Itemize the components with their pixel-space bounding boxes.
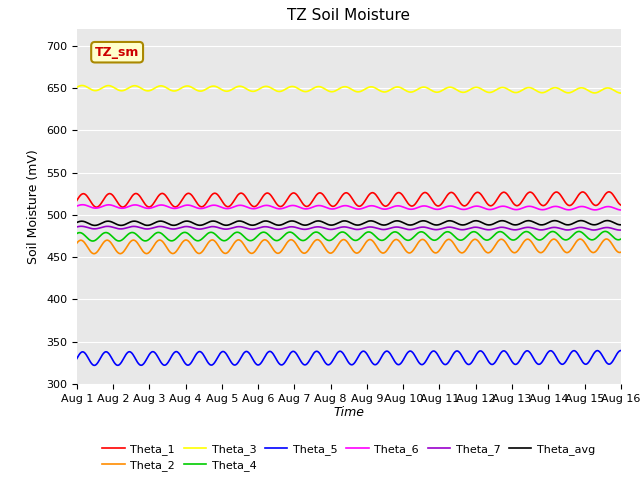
Theta_1 xyxy=(605,189,612,195)
Theta_6 xyxy=(508,206,515,212)
Theta_4 xyxy=(89,238,97,244)
Theta_3 xyxy=(617,90,625,96)
Theta_1 xyxy=(447,190,455,195)
Theta_5 xyxy=(617,348,625,353)
Title: TZ Soil Moisture: TZ Soil Moisture xyxy=(287,9,410,24)
Legend: Theta_1, Theta_2, Theta_3, Theta_4, Theta_5, Theta_6, Theta_7, Theta_avg: Theta_1, Theta_2, Theta_3, Theta_4, Thet… xyxy=(98,439,600,476)
Theta_6 xyxy=(79,202,86,208)
Theta_7 xyxy=(447,224,455,230)
Theta_3 xyxy=(447,84,455,90)
Theta_7 xyxy=(313,224,321,230)
Theta_4 xyxy=(601,228,609,234)
Theta_6 xyxy=(447,203,455,209)
Theta_7 xyxy=(498,224,506,230)
Theta_3 xyxy=(498,84,506,90)
Theta_2 xyxy=(90,251,98,257)
Line: Theta_1: Theta_1 xyxy=(77,192,621,207)
Theta_4 xyxy=(313,229,321,235)
Theta_7 xyxy=(294,225,301,231)
Theta_4 xyxy=(508,237,515,242)
Theta_avg xyxy=(91,223,99,228)
Theta_4 xyxy=(617,236,625,242)
Line: Theta_7: Theta_7 xyxy=(77,226,621,230)
Theta_1 xyxy=(313,192,321,197)
Line: Theta_3: Theta_3 xyxy=(77,85,621,93)
Theta_3 xyxy=(73,84,81,90)
Text: TZ_sm: TZ_sm xyxy=(95,46,140,59)
Line: Theta_avg: Theta_avg xyxy=(77,221,621,226)
Theta_2 xyxy=(73,240,81,246)
Theta_2 xyxy=(447,237,455,243)
Theta_2 xyxy=(498,236,506,242)
Line: Theta_4: Theta_4 xyxy=(77,231,621,241)
Theta_7 xyxy=(129,224,137,229)
Theta_3 xyxy=(313,84,321,90)
Theta_2 xyxy=(603,236,611,242)
Theta_1 xyxy=(617,202,625,208)
Theta_5 xyxy=(129,351,137,357)
Theta_1 xyxy=(73,198,81,204)
Theta_6 xyxy=(129,202,137,208)
Theta_7 xyxy=(617,227,625,233)
Theta_3 xyxy=(508,88,515,94)
Theta_avg xyxy=(73,220,81,226)
Theta_1 xyxy=(93,204,100,210)
Theta_avg xyxy=(498,218,506,224)
Theta_avg xyxy=(447,218,455,224)
Theta_6 xyxy=(73,203,81,209)
Theta_4 xyxy=(73,231,81,237)
Theta_2 xyxy=(617,249,625,255)
Theta_avg xyxy=(129,218,137,224)
Theta_2 xyxy=(294,243,301,249)
Line: Theta_2: Theta_2 xyxy=(77,239,621,254)
Theta_6 xyxy=(313,203,321,209)
Line: Theta_5: Theta_5 xyxy=(77,350,621,365)
Theta_avg xyxy=(617,222,625,228)
Theta_2 xyxy=(129,237,137,243)
Theta_4 xyxy=(447,230,455,236)
Theta_1 xyxy=(294,192,301,198)
Theta_5 xyxy=(294,352,301,358)
Theta_7 xyxy=(616,227,624,233)
Theta_5 xyxy=(498,349,506,355)
Theta_4 xyxy=(129,229,137,235)
Theta_3 xyxy=(294,85,301,91)
Theta_1 xyxy=(129,192,137,198)
Theta_5 xyxy=(313,348,321,354)
Theta_6 xyxy=(498,204,506,209)
Theta_7 xyxy=(77,223,85,229)
Theta_avg xyxy=(294,219,301,225)
Theta_3 xyxy=(129,83,137,89)
Theta_4 xyxy=(294,234,301,240)
Theta_1 xyxy=(498,191,506,196)
Theta_7 xyxy=(73,224,81,230)
Theta_7 xyxy=(508,227,515,232)
Theta_3 xyxy=(79,83,86,88)
Theta_avg xyxy=(508,221,515,227)
Theta_6 xyxy=(294,204,301,209)
Theta_avg xyxy=(604,218,611,224)
Theta_5 xyxy=(73,356,81,361)
Theta_5 xyxy=(508,358,515,363)
Theta_6 xyxy=(617,207,625,213)
Theta_2 xyxy=(313,237,321,242)
Theta_4 xyxy=(498,229,506,235)
Line: Theta_6: Theta_6 xyxy=(77,205,621,210)
X-axis label: Time: Time xyxy=(333,407,364,420)
Theta_2 xyxy=(508,248,515,254)
Theta_avg xyxy=(313,218,321,224)
Theta_1 xyxy=(508,198,515,204)
Theta_5 xyxy=(447,355,455,361)
Y-axis label: Soil Moisture (mV): Soil Moisture (mV) xyxy=(28,149,40,264)
Theta_5 xyxy=(90,362,98,368)
